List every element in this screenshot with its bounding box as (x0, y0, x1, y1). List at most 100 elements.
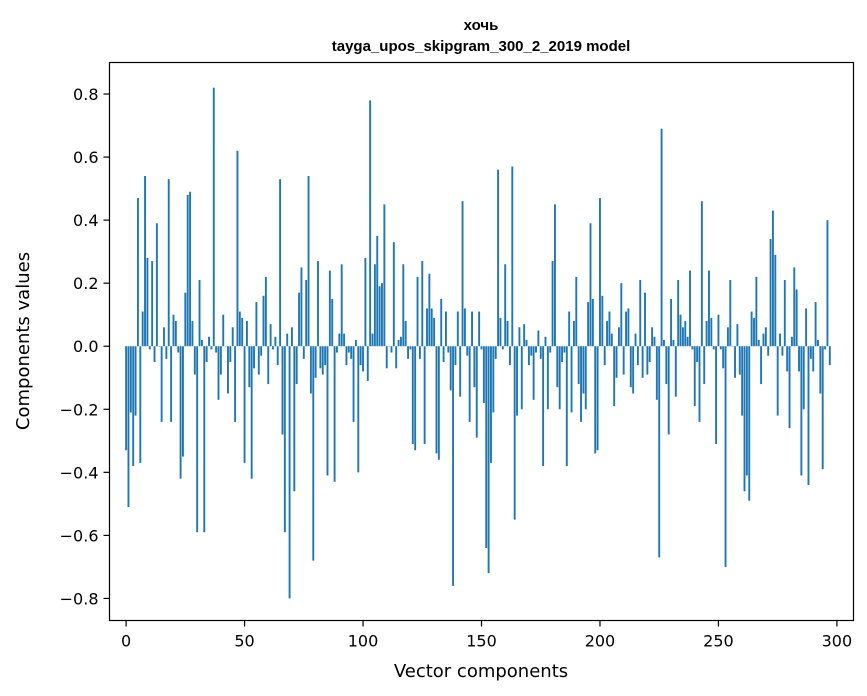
bar-component-94 (347, 346, 350, 353)
bar-component-121 (411, 346, 414, 444)
bar-component-108 (381, 283, 383, 347)
bar-component-271 (767, 346, 770, 356)
bar-component-12 (153, 346, 156, 362)
bar-component-18 (167, 179, 170, 347)
bar-component-192 (580, 346, 582, 422)
bar-component-232 (674, 346, 677, 397)
bar-component-195 (587, 302, 590, 347)
bar-component-202 (603, 346, 606, 366)
bar-component-141 (459, 346, 462, 397)
bar-component-39 (217, 346, 220, 400)
bar-component-273 (771, 210, 774, 347)
bar-component-212 (627, 308, 630, 347)
bar-component-128 (428, 273, 431, 347)
bar-component-173 (535, 346, 537, 353)
bar-component-172 (532, 346, 535, 400)
bar-component-152 (485, 346, 488, 548)
bar-component-146 (471, 311, 473, 347)
bar-component-23 (179, 346, 182, 479)
bar-component-95 (350, 346, 353, 359)
bar-component-262 (745, 346, 748, 476)
bar-component-83 (321, 346, 324, 375)
x-tick-label: 250 (703, 632, 734, 651)
bar-component-210 (622, 346, 625, 375)
bar-component-91 (340, 264, 343, 347)
bar-component-70 (291, 327, 293, 347)
bar-component-44 (229, 346, 232, 362)
bar-component-138 (452, 346, 455, 586)
bar-component-153 (487, 346, 490, 574)
bars-group (125, 87, 831, 599)
bar-component-149 (478, 311, 481, 347)
bar-component-181 (554, 204, 556, 347)
bar-component-221 (648, 346, 651, 362)
bar-component-30 (196, 346, 199, 533)
bar-component-243 (700, 201, 703, 347)
x-tick-label: 100 (348, 632, 379, 651)
bar-component-54 (253, 346, 255, 369)
bar-component-223 (653, 336, 656, 347)
bar-component-239 (691, 346, 694, 350)
bar-component-38 (215, 346, 218, 353)
bar-component-235 (681, 327, 684, 347)
bar-component-176 (542, 346, 545, 467)
bar-component-68 (286, 333, 289, 347)
bar-component-234 (679, 314, 682, 347)
x-tick-label: 300 (822, 632, 853, 651)
bar-component-253 (724, 346, 727, 567)
bar-component-25 (184, 292, 187, 347)
bar-component-47 (236, 150, 239, 347)
bar-component-5 (136, 198, 139, 347)
bar-component-285 (800, 346, 803, 476)
bar-component-131 (435, 346, 438, 454)
bar-component-45 (231, 327, 234, 347)
bar-component-110 (385, 346, 388, 369)
bar-component-76 (305, 280, 308, 347)
bar-component-171 (530, 346, 533, 356)
bar-component-191 (577, 346, 580, 385)
bar-component-140 (456, 311, 459, 347)
bar-component-163 (511, 166, 514, 347)
bar-component-215 (634, 333, 637, 347)
bar-component-227 (663, 339, 665, 347)
bar-component-9 (146, 257, 149, 347)
bar-component-109 (383, 204, 386, 347)
bar-component-132 (437, 346, 440, 460)
bar-component-101 (364, 257, 367, 347)
bar-component-33 (203, 346, 206, 533)
bar-component-49 (241, 317, 244, 347)
bar-component-51 (245, 321, 248, 347)
bar-component-7 (141, 311, 144, 347)
bar-component-222 (651, 327, 654, 347)
bar-component-188 (570, 346, 573, 413)
bar-component-41 (222, 314, 225, 347)
bar-component-134 (442, 346, 445, 362)
bar-component-242 (698, 346, 701, 422)
bar-component-77 (307, 175, 310, 347)
bar-component-2 (129, 346, 132, 413)
bar-component-279 (786, 346, 789, 372)
bar-component-59 (264, 276, 267, 347)
bar-component-65 (279, 179, 282, 347)
bar-component-66 (281, 346, 284, 435)
bar-component-288 (807, 346, 810, 485)
bar-component-135 (445, 311, 447, 347)
bar-component-98 (357, 346, 360, 473)
bar-component-55 (255, 302, 258, 347)
bar-component-46 (234, 346, 237, 422)
bar-component-283 (795, 289, 798, 347)
bar-component-71 (293, 346, 296, 492)
plot-frame (108, 61, 855, 622)
x-tick-label: 200 (585, 632, 616, 651)
bar-component-139 (454, 346, 457, 366)
bar-component-28 (191, 321, 194, 347)
bar-component-185 (563, 346, 566, 353)
bar-component-60 (267, 346, 270, 385)
bar-component-79 (312, 346, 315, 561)
bar-component-236 (684, 321, 687, 347)
x-axis-label: Vector components (394, 661, 568, 682)
bar-component-86 (328, 270, 331, 347)
bar-component-156 (494, 346, 497, 359)
bar-component-22 (177, 346, 180, 353)
bar-component-107 (378, 286, 381, 347)
